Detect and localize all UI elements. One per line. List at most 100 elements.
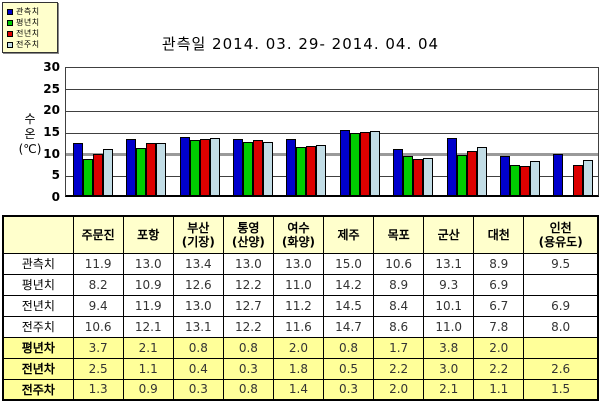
table-cell: 1.7 <box>373 336 425 359</box>
table-cell: 1.3 <box>72 378 124 401</box>
table-cell: 2.2 <box>373 357 425 380</box>
chart-bar <box>146 143 157 195</box>
table-cell: 2.0 <box>272 336 325 359</box>
table-cell: 9.4 <box>72 294 124 317</box>
row-label-cell: 평년치 <box>2 273 74 296</box>
gridline <box>66 153 598 157</box>
전년치-swatch <box>7 30 13 37</box>
table-cell: 12.7 <box>222 294 274 317</box>
table-cell: 10.6 <box>72 315 124 338</box>
table-cell: 0.8 <box>222 336 274 359</box>
chart-bar <box>102 149 113 195</box>
table-cell: 14.7 <box>322 315 375 338</box>
table-cell: 11.0 <box>272 273 325 296</box>
data-table: 주문진 포항 부산 (기장) 통영 (산양) 여수 (화양) 제주 목포 군산 대천 인천 (용유… <box>2 215 599 401</box>
table-header-cell: 대천 <box>473 215 525 254</box>
row-label-cell: 평년차 <box>2 336 74 359</box>
table-cell: 1.1 <box>473 378 525 401</box>
table-cell: 3.0 <box>423 357 475 380</box>
table-row: 전년차 2.5 1.1 0.4 0.3 1.8 0.5 2.2 3.0 2.2 2.6 <box>2 357 599 380</box>
table-header: 주문진 포항 부산 (기장) 통영 (산양) 여수 (화양) 제주 목포 군산 대천 인천 (용유… <box>2 215 599 254</box>
table-cell: 12.2 <box>222 315 274 338</box>
chart-bar <box>136 148 147 195</box>
table-cell: 2.1 <box>423 378 475 401</box>
chart-bar <box>179 137 190 195</box>
table-cell: 3.7 <box>72 336 124 359</box>
table-cell: 13.1 <box>172 315 224 338</box>
chart-bar <box>262 142 273 195</box>
table-row: 평년차 3.7 2.1 0.8 0.8 2.0 0.8 1.7 3.8 2.0 <box>2 336 599 359</box>
chart-bar <box>189 140 200 195</box>
전주치-swatch <box>7 41 13 48</box>
gridline <box>66 89 598 91</box>
gridline <box>66 110 598 112</box>
table-cell: 8.9 <box>473 252 525 275</box>
y-axis-tick: 20 <box>43 103 60 118</box>
table-cell: 0.3 <box>222 357 274 380</box>
y-axis-tick: 5 <box>51 168 60 183</box>
table-cell: 11.9 <box>72 252 124 275</box>
table-cell: 6.9 <box>523 294 599 317</box>
gridline <box>66 132 598 134</box>
chart-bar <box>242 142 253 195</box>
table-cell: 13.0 <box>122 252 174 275</box>
table-cell: 0.5 <box>322 357 375 380</box>
table-cell: 0.8 <box>222 378 274 401</box>
row-label-cell: 전주치 <box>2 315 74 338</box>
table-cell: 10.1 <box>423 294 475 317</box>
table-cell: 8.6 <box>373 315 425 338</box>
chart-bar <box>553 154 564 195</box>
table-cell: 10.9 <box>122 273 174 296</box>
chart-bar <box>509 165 520 195</box>
table-cell: 8.4 <box>373 294 425 317</box>
chart-bar <box>339 130 350 195</box>
table-cell: 15.0 <box>322 252 375 275</box>
chart-bar <box>209 138 220 195</box>
legend-item: 전년치 <box>7 28 55 39</box>
table-header-cell: 군산 <box>423 215 475 254</box>
chart-bar <box>403 156 414 195</box>
table-cell: 10.6 <box>373 252 425 275</box>
table-cell: 13.4 <box>172 252 224 275</box>
table-cell: 12.6 <box>172 273 224 296</box>
table-cell: 12.1 <box>122 315 174 338</box>
table-cell: 2.6 <box>523 357 599 380</box>
table-cell <box>523 273 599 296</box>
legend-item: 전주치 <box>7 39 55 50</box>
chart-bar <box>529 161 540 195</box>
chart-bar <box>82 159 93 195</box>
table-cell: 11.0 <box>423 315 475 338</box>
table-cell: 11.6 <box>272 315 325 338</box>
legend-item-label: 전년치 <box>16 29 40 38</box>
table-header-cell: 통영 (산양) <box>222 215 274 254</box>
table-cell: 2.5 <box>72 357 124 380</box>
table-row: 전년치 9.4 11.9 13.0 12.7 11.2 14.5 8.4 10.1 6.7 6.9 <box>2 294 599 317</box>
legend-item-label: 평년치 <box>16 18 40 27</box>
table-cell: 9.5 <box>523 252 599 275</box>
legend-item-label: 전주치 <box>16 40 40 49</box>
legend-item: 평년치 <box>7 17 55 28</box>
table-row: 평년치 8.2 10.9 12.6 12.2 11.0 14.2 8.9 9.3 6.9 <box>2 273 599 296</box>
table-cell: 13.0 <box>272 252 325 275</box>
row-label-cell: 관측치 <box>2 252 74 275</box>
table-header-cell: 포항 <box>122 215 174 254</box>
legend-item-label: 관측치 <box>16 7 40 16</box>
y-axis-tick: 10 <box>43 146 60 161</box>
table-header-cell: 부산 (기장) <box>172 215 224 254</box>
y-axis-label: 수 온 (℃) <box>18 112 42 156</box>
chart-bar <box>573 165 584 195</box>
row-label-cell: 전년치 <box>2 294 74 317</box>
row-label-cell: 전주차 <box>2 378 74 401</box>
y-axis-tick: 25 <box>43 81 60 96</box>
table-header-cell: 주문진 <box>72 215 124 254</box>
table-cell: 7.8 <box>473 315 525 338</box>
chart-bar <box>583 160 594 195</box>
table-cell: 0.9 <box>122 378 174 401</box>
table-header-cell: 여수 (화양) <box>272 215 325 254</box>
chart-bar <box>232 139 243 195</box>
chart-bar <box>423 158 434 195</box>
chart-bar <box>199 139 210 195</box>
table-header-cell <box>2 215 74 254</box>
table-cell: 0.8 <box>322 336 375 359</box>
